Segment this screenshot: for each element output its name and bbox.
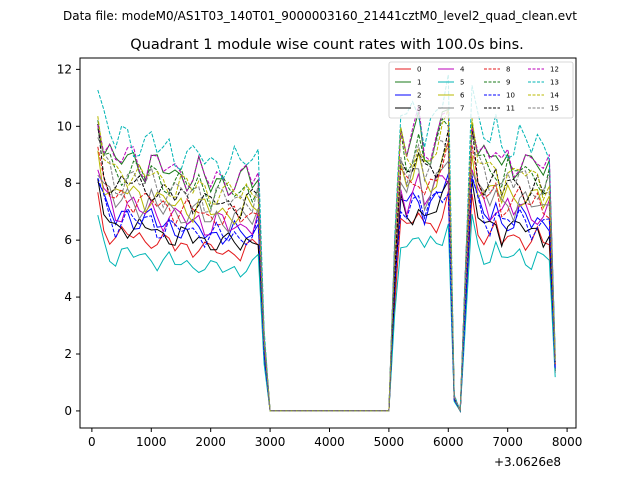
x-axis: 0 1000 2000 3000 4000 5000 6000 7000 8000 bbox=[88, 428, 582, 449]
x-tick-label: 4000 bbox=[314, 435, 345, 449]
legend-label-11: 11 bbox=[506, 105, 515, 113]
y-tick-label: 6 bbox=[64, 233, 72, 247]
plot-frame bbox=[79, 57, 577, 429]
chart-title: Quadrant 1 module wise count rates with … bbox=[130, 37, 524, 53]
legend-label-4: 4 bbox=[460, 66, 465, 74]
plot-lines bbox=[97, 74, 556, 413]
x-tick-label: 8000 bbox=[552, 435, 583, 449]
legend-label-12: 12 bbox=[550, 66, 559, 74]
series-line-10 bbox=[97, 175, 556, 413]
y-tick-label: 12 bbox=[57, 62, 72, 76]
legend-frame bbox=[388, 61, 574, 119]
legend-label-0: 0 bbox=[417, 66, 421, 74]
series-line-14 bbox=[97, 109, 556, 412]
x-tick-label: 3000 bbox=[255, 435, 286, 449]
x-tick-label: 1000 bbox=[136, 435, 167, 449]
y-tick-label: 8 bbox=[64, 176, 72, 190]
x-offset-label: +3.0626e8 bbox=[494, 455, 561, 469]
x-tick-label: 2000 bbox=[195, 435, 226, 449]
y-tick-label: 10 bbox=[57, 119, 72, 133]
y-tick-label: 2 bbox=[64, 347, 72, 361]
x-tick-label: 0 bbox=[88, 435, 96, 449]
figure-suptitle: Data file: modeM0/AS1T03_140T01_90000031… bbox=[63, 9, 577, 23]
legend-label-6: 6 bbox=[460, 92, 465, 100]
legend-label-3: 3 bbox=[417, 105, 421, 113]
legend-label-1: 1 bbox=[417, 79, 421, 87]
x-tick-label: 6000 bbox=[433, 435, 464, 449]
legend-label-15: 15 bbox=[550, 105, 559, 113]
x-tick-label: 5000 bbox=[374, 435, 405, 449]
y-tick-label: 4 bbox=[64, 290, 72, 304]
y-axis: 0 2 4 6 8 10 12 bbox=[57, 62, 80, 418]
legend-label-10: 10 bbox=[506, 92, 515, 100]
x-tick-label: 7000 bbox=[492, 435, 523, 449]
legend-label-2: 2 bbox=[417, 92, 421, 100]
legend-label-5: 5 bbox=[460, 79, 464, 87]
legend-label-13: 13 bbox=[550, 79, 559, 87]
legend-label-7: 7 bbox=[460, 105, 464, 113]
legend-label-8: 8 bbox=[506, 66, 510, 74]
legend-label-14: 14 bbox=[550, 92, 559, 100]
legend-label-9: 9 bbox=[506, 79, 510, 87]
series-line-15 bbox=[97, 135, 556, 412]
y-tick-label: 0 bbox=[64, 404, 72, 418]
